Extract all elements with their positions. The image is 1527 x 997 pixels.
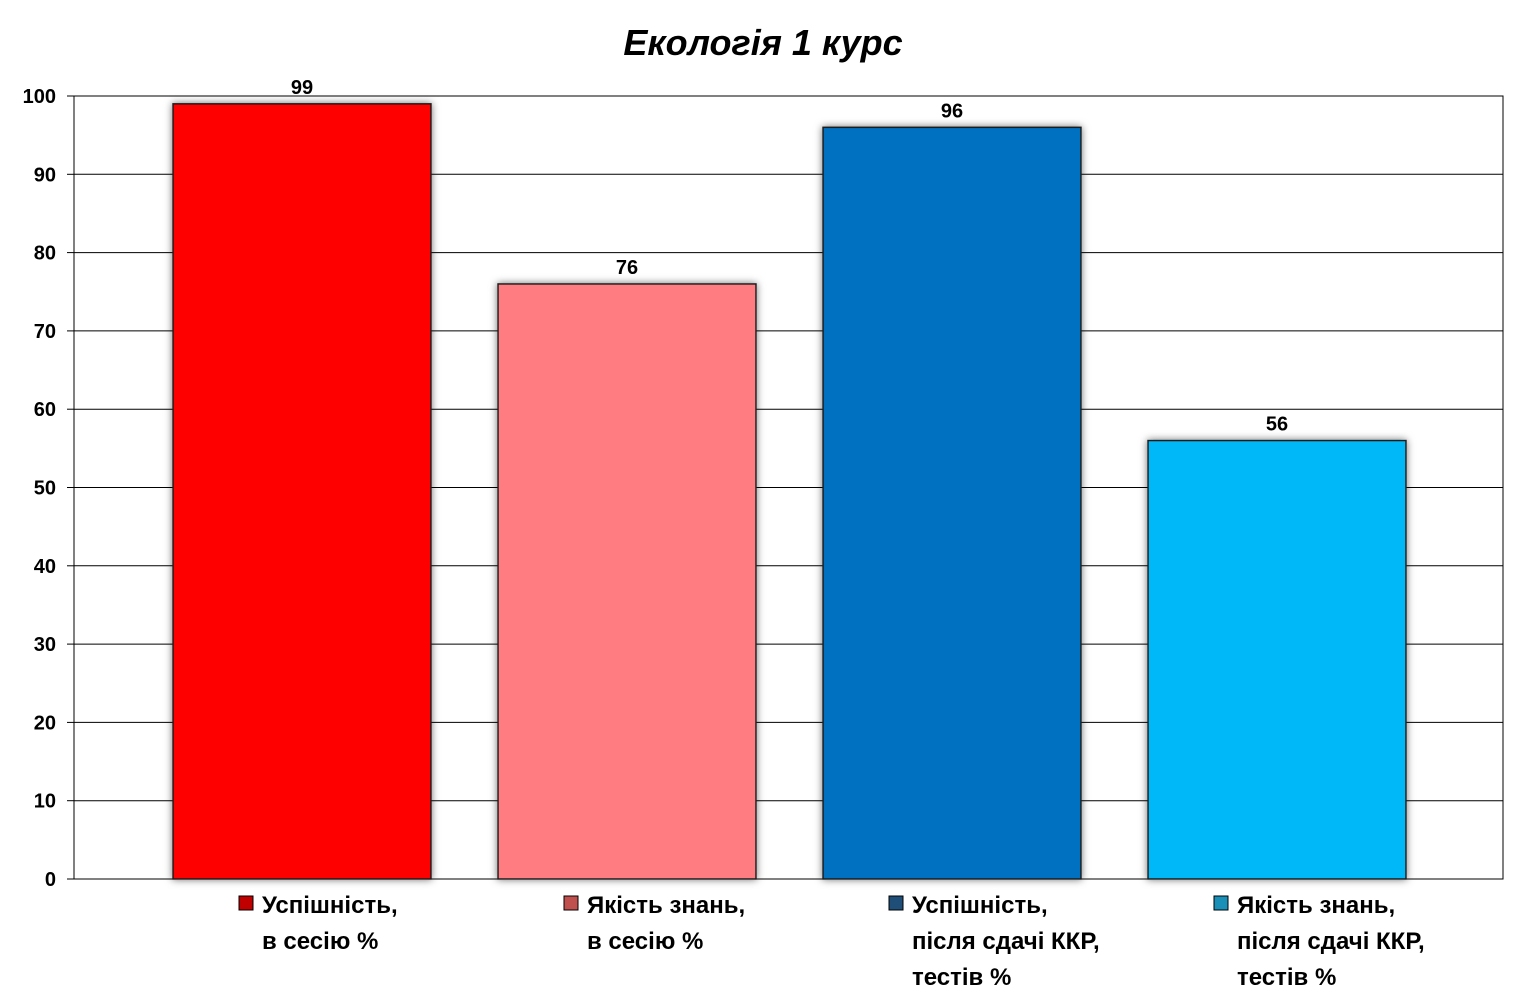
bar bbox=[172, 103, 432, 880]
chart-title: Екологія 1 курс bbox=[623, 22, 902, 63]
legend-label: тестів % bbox=[1237, 964, 1336, 991]
y-tick-label: 30 bbox=[34, 634, 56, 656]
data-label: 96 bbox=[941, 100, 963, 122]
legend-label: Якість знань, bbox=[1237, 892, 1395, 919]
legend-label: тестів % bbox=[912, 964, 1011, 991]
y-axis-ticks: 0 10 20 30 40 50 60 70 80 90 100 bbox=[23, 86, 74, 891]
bar bbox=[822, 126, 1082, 880]
bar bbox=[497, 283, 757, 880]
legend-marker bbox=[563, 895, 579, 911]
y-tick-label: 70 bbox=[34, 321, 56, 343]
legend-marker bbox=[1213, 895, 1229, 911]
legend-label: в сесію % bbox=[587, 928, 703, 955]
y-tick-label: 80 bbox=[34, 243, 56, 265]
y-tick-label: 10 bbox=[34, 791, 56, 813]
y-tick-label: 60 bbox=[34, 399, 56, 421]
legend-label: в сесію % bbox=[262, 928, 378, 955]
bar bbox=[1147, 439, 1407, 880]
legend-label: Якість знань, bbox=[587, 892, 745, 919]
y-tick-label: 20 bbox=[34, 712, 56, 734]
bars bbox=[172, 103, 1407, 880]
data-label: 76 bbox=[616, 257, 638, 279]
data-labels: 99 76 96 56 bbox=[291, 77, 1288, 436]
legend-label: після сдачі ККР, bbox=[912, 928, 1100, 955]
legend: Успішність, в сесію % Якість знань, в сесію… bbox=[238, 892, 1425, 991]
y-tick-label: 100 bbox=[23, 86, 56, 108]
y-tick-label: 50 bbox=[34, 478, 56, 500]
legend-label: після сдачі ККР, bbox=[1237, 928, 1425, 955]
data-label: 56 bbox=[1266, 414, 1288, 436]
y-tick-label: 90 bbox=[34, 164, 56, 186]
y-tick-label: 0 bbox=[45, 869, 56, 891]
legend-label: Успішність, bbox=[912, 892, 1048, 919]
y-tick-label: 40 bbox=[34, 556, 56, 578]
legend-marker bbox=[888, 895, 904, 911]
data-label: 99 bbox=[291, 77, 313, 99]
legend-marker bbox=[238, 895, 254, 911]
legend-label: Успішність, bbox=[262, 892, 398, 919]
